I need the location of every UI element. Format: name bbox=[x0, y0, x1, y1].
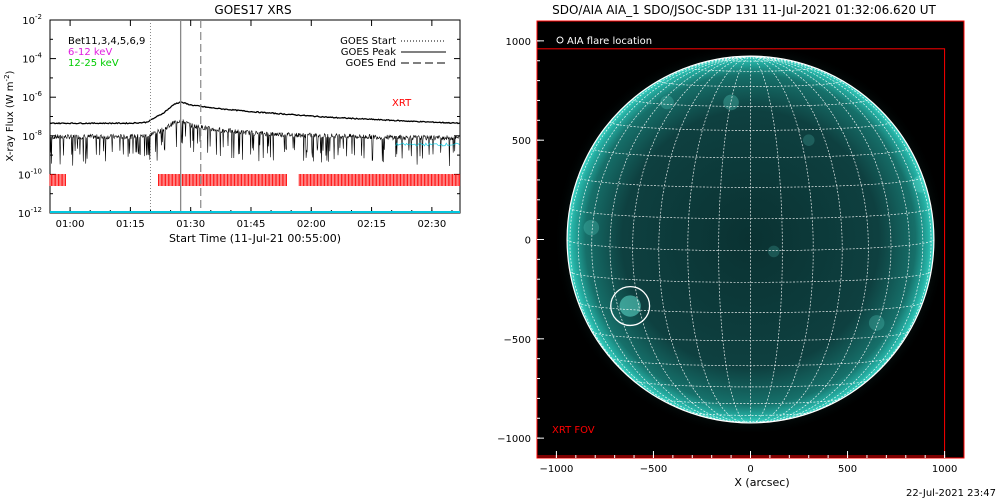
latitude-line bbox=[577, 176, 924, 188]
x-tick-label: 01:15 bbox=[116, 219, 145, 230]
longitude-line bbox=[750, 56, 869, 423]
x-tick-label: 01:45 bbox=[237, 219, 266, 230]
aia-y-tick-label: 1000 bbox=[506, 37, 531, 48]
latitude-line bbox=[688, 411, 813, 416]
aia-legend: AIA flare location bbox=[556, 36, 652, 47]
goes-series bbox=[49, 101, 461, 167]
legend-left-0: Bet11,3,4,5,6,9 bbox=[68, 36, 145, 47]
xrt-fov-rect bbox=[537, 48, 946, 457]
goes-legend-left: Bet11,3,4,5,6,9 6-12 keV 12-25 keV bbox=[68, 36, 145, 69]
aia-y-tick-label: −500 bbox=[504, 335, 531, 346]
y-tick-label: 10-12 bbox=[18, 206, 42, 220]
legend-start-label: GOES Start bbox=[340, 36, 396, 47]
goes-legend-right: GOES Start GOES Peak GOES End bbox=[340, 36, 446, 69]
longitude-line bbox=[658, 56, 751, 423]
longitude-line bbox=[750, 56, 783, 423]
flare-legend-symbol bbox=[556, 36, 564, 44]
active-region-glow bbox=[802, 134, 815, 147]
aia-image-plot: SDO/AIA AIA_1 SDO/JSOC-SDP 131 11-Jul-20… bbox=[497, 3, 996, 499]
x-tick-label: 02:30 bbox=[417, 219, 446, 230]
y-tick-label: 10-6 bbox=[22, 90, 42, 104]
longitude-line bbox=[609, 56, 751, 423]
active-region-glow bbox=[583, 219, 600, 236]
latitude-line bbox=[591, 147, 910, 159]
aia-x-axis: −1000 −500 0 500 1000 bbox=[539, 451, 957, 475]
solar-limb bbox=[566, 55, 935, 424]
aia-xlabel: X (arcsec) bbox=[734, 476, 789, 489]
longitude-line bbox=[750, 56, 932, 413]
aia-title: SDO/AIA AIA_1 SDO/JSOC-SDP 131 11-Jul-20… bbox=[552, 3, 936, 17]
longitude-line bbox=[750, 56, 924, 420]
flare-location-circle bbox=[610, 285, 651, 327]
longitude-line bbox=[687, 56, 751, 423]
goes-series-cyan bbox=[395, 142, 460, 147]
aia-y-tick-label: 500 bbox=[512, 136, 531, 147]
aia-x-tick-label: 500 bbox=[838, 464, 857, 475]
longitude-line bbox=[577, 56, 751, 420]
goes-time-markers bbox=[149, 20, 202, 213]
longitude-line bbox=[632, 56, 751, 423]
goes-series-short-channel bbox=[49, 119, 460, 167]
x-tick-label: 02:15 bbox=[357, 219, 386, 230]
aia-y-tick-label: 0 bbox=[525, 236, 531, 247]
longitude-line bbox=[718, 56, 751, 423]
legend-left-1: 6-12 keV bbox=[68, 47, 112, 58]
aia-legend-label: AIA flare location bbox=[567, 36, 652, 47]
latitude-line bbox=[567, 239, 934, 252]
longitude-line bbox=[569, 56, 751, 413]
legend-left-2: 12-25 keV bbox=[68, 58, 119, 69]
active-region-glow bbox=[723, 94, 739, 111]
x-tick-label: 02:00 bbox=[297, 219, 326, 230]
active-region-glow bbox=[868, 315, 885, 331]
aia-y-tick-label: −1000 bbox=[497, 434, 531, 445]
goes-xlabel: Start Time (11-Jul-21 00:55:00) bbox=[169, 232, 341, 245]
y-tick-label: 10-4 bbox=[22, 52, 42, 66]
xrt-label: XRT bbox=[392, 98, 412, 109]
xrt-fov-label: XRT FOV bbox=[552, 425, 595, 436]
legend-end-label: GOES End bbox=[346, 58, 396, 69]
aia-x-tick-label: 1000 bbox=[932, 464, 957, 475]
latitude-line bbox=[569, 207, 932, 220]
x-tick-label: 01:30 bbox=[176, 219, 205, 230]
y-tick-label: 10-2 bbox=[22, 13, 42, 27]
latitude-line bbox=[609, 121, 892, 131]
goes-series-long-channel bbox=[49, 101, 461, 125]
active-region-glow bbox=[660, 95, 674, 110]
x-tick-label: 01:00 bbox=[56, 219, 85, 230]
goes-title: GOES17 XRS bbox=[214, 3, 291, 17]
longitude-line bbox=[750, 56, 910, 422]
active-region-glow bbox=[619, 295, 641, 317]
y-tick-label: 10-10 bbox=[18, 167, 42, 181]
longitude-line bbox=[750, 56, 892, 423]
longitude-line bbox=[750, 56, 843, 423]
longitude-line bbox=[750, 56, 814, 423]
xrt-coverage-bars bbox=[49, 174, 461, 186]
goes-xrs-plot: GOES17 XRS 10-2 10-4 10-6 10-8 10-10 10-12 01… bbox=[3, 3, 461, 245]
legend-peak-label: GOES Peak bbox=[341, 47, 396, 58]
timestamp: 22-Jul-2021 23:47 bbox=[906, 488, 996, 499]
aia-x-tick-label: 0 bbox=[747, 464, 753, 475]
active-region-glow bbox=[767, 245, 780, 258]
goes-ylabel: X-ray Flux (W m-2) bbox=[3, 70, 16, 161]
aia-x-tick-label: −500 bbox=[640, 464, 667, 475]
aia-y-axis: 1000 500 0 −500 −1000 bbox=[497, 37, 544, 445]
aia-x-tick-label: −1000 bbox=[539, 464, 573, 475]
longitude-line bbox=[591, 56, 751, 422]
y-tick-label: 10-8 bbox=[22, 129, 42, 143]
